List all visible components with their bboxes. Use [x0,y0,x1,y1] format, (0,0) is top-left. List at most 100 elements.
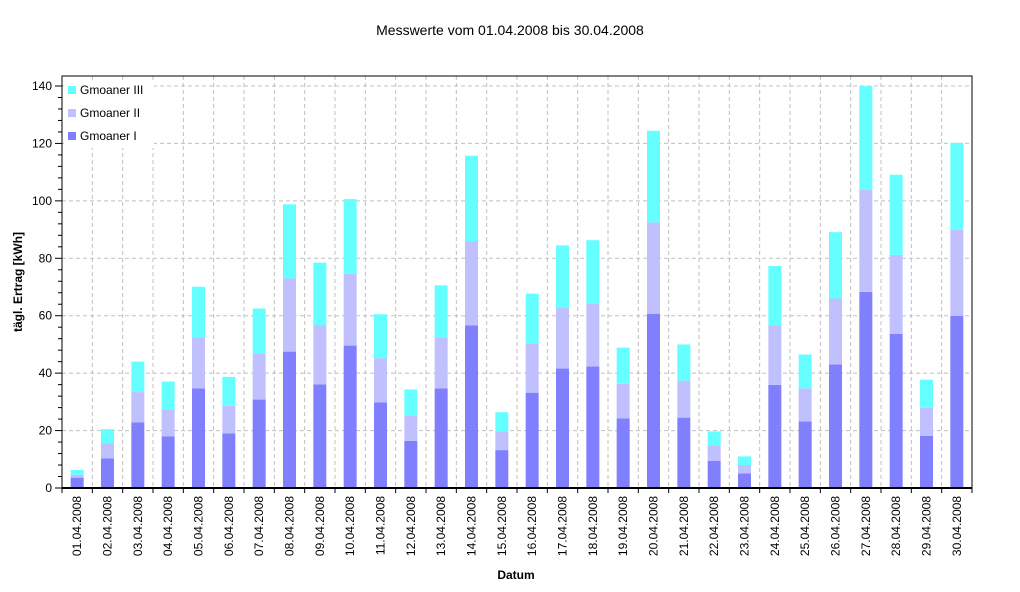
y-tick-label: 0 [45,481,52,495]
y-tick-label: 80 [39,251,53,265]
bar-segment [343,199,357,274]
bar-segment [677,380,691,418]
bar-segment [70,474,84,478]
bar-segment [616,418,630,488]
bar-segment [829,232,842,299]
bar-segment [738,473,751,488]
x-tick-label: 27.04.2008 [859,496,873,556]
bar-segment [161,381,175,410]
bar-segment [374,314,387,359]
bar-segment [404,415,418,441]
bar-segment [950,229,964,317]
bar-segment [374,358,387,403]
x-tick-label: 20.04.2008 [647,496,661,556]
bar-segment [101,429,114,444]
y-tick-label: 20 [39,424,53,438]
bar-segment [404,389,418,416]
bar-segment [920,379,933,408]
bar-segment [283,351,296,488]
x-axis-title: Datum [497,568,534,582]
bar-segment [161,409,175,437]
bar-segment [738,456,751,466]
bar-segment [616,383,630,419]
x-tick-label: 13.04.2008 [434,496,448,556]
y-axis-title: tägl. Ertrag [kWh] [11,232,25,332]
bar-segment [525,343,539,393]
bar-segment [950,142,964,230]
bar-segment [434,388,448,488]
bar-segment [586,240,600,304]
legend-swatch [68,86,76,94]
bar-segment [222,376,236,406]
bar-segment [313,325,327,385]
x-tick-label: 30.04.2008 [950,496,964,556]
bar-segment [647,130,660,223]
bar-segment [647,313,660,488]
bar-segment [131,361,145,393]
bar-segment [161,436,175,488]
bar-segment [859,189,873,292]
x-tick-label: 24.04.2008 [768,496,782,556]
bar-segment [465,241,478,326]
bar-segment [586,303,600,367]
bar-segment [404,440,418,488]
bar-segment [798,354,812,389]
x-tick-label: 01.04.2008 [70,496,84,556]
bar-segment [889,254,903,334]
y-tick-label: 100 [32,194,52,208]
bar-segment [313,384,327,488]
x-tick-label: 11.04.2008 [374,496,388,555]
legend-swatch [68,109,76,117]
bar-segment [131,422,145,488]
bar-segment [70,469,84,475]
bar-segment [101,458,114,488]
bar-segment [798,388,812,422]
bar-segment [889,174,903,255]
bar-segment [70,477,84,488]
bar-segment [465,325,478,488]
y-tick-label: 60 [39,309,53,323]
gridlines [62,76,972,488]
bar-segment [920,407,933,436]
x-tick-label: 10.04.2008 [343,496,357,556]
bar-segment [677,417,691,488]
bar-segment [192,388,205,488]
bar-segment [192,286,205,338]
x-tick-label: 09.04.2008 [313,496,327,556]
x-tick-label: 29.04.2008 [920,496,934,556]
legend-label: Gmoaner II [80,106,140,120]
x-tick-label: 16.04.2008 [525,496,539,556]
x-tick-label: 14.04.2008 [465,496,479,556]
bar-segment [556,245,569,308]
bar-segment [738,465,751,474]
bar-segment [525,293,539,344]
x-tick-label: 19.04.2008 [616,496,630,556]
bar-segment [556,307,569,369]
bar-segment [859,86,873,190]
bar-segment [101,443,114,459]
bar-segment [556,368,569,488]
bar-segment [920,435,933,488]
bar-segment [192,337,205,389]
bar-segment [434,285,448,338]
x-tick-label: 08.04.2008 [283,496,297,556]
bar-segment [131,392,145,423]
bar-series [70,86,964,488]
legend: Gmoaner III Gmoaner II Gmoaner I [64,80,154,148]
bar-segment [768,384,782,488]
bar-segment [495,412,509,432]
bar-segment [434,337,448,389]
legend-swatch [68,132,76,140]
bar-segment [283,278,296,352]
y-tick-label: 120 [32,136,52,150]
bar-segment [677,344,691,381]
bar-segment [950,316,964,488]
bar-segment [252,399,266,488]
y-tick-label: 40 [39,366,53,380]
legend-box [64,80,154,148]
bar-segment [707,445,721,461]
bar-segment [465,155,478,242]
bar-segment [829,298,842,365]
x-tick-label: 22.04.2008 [707,496,721,556]
